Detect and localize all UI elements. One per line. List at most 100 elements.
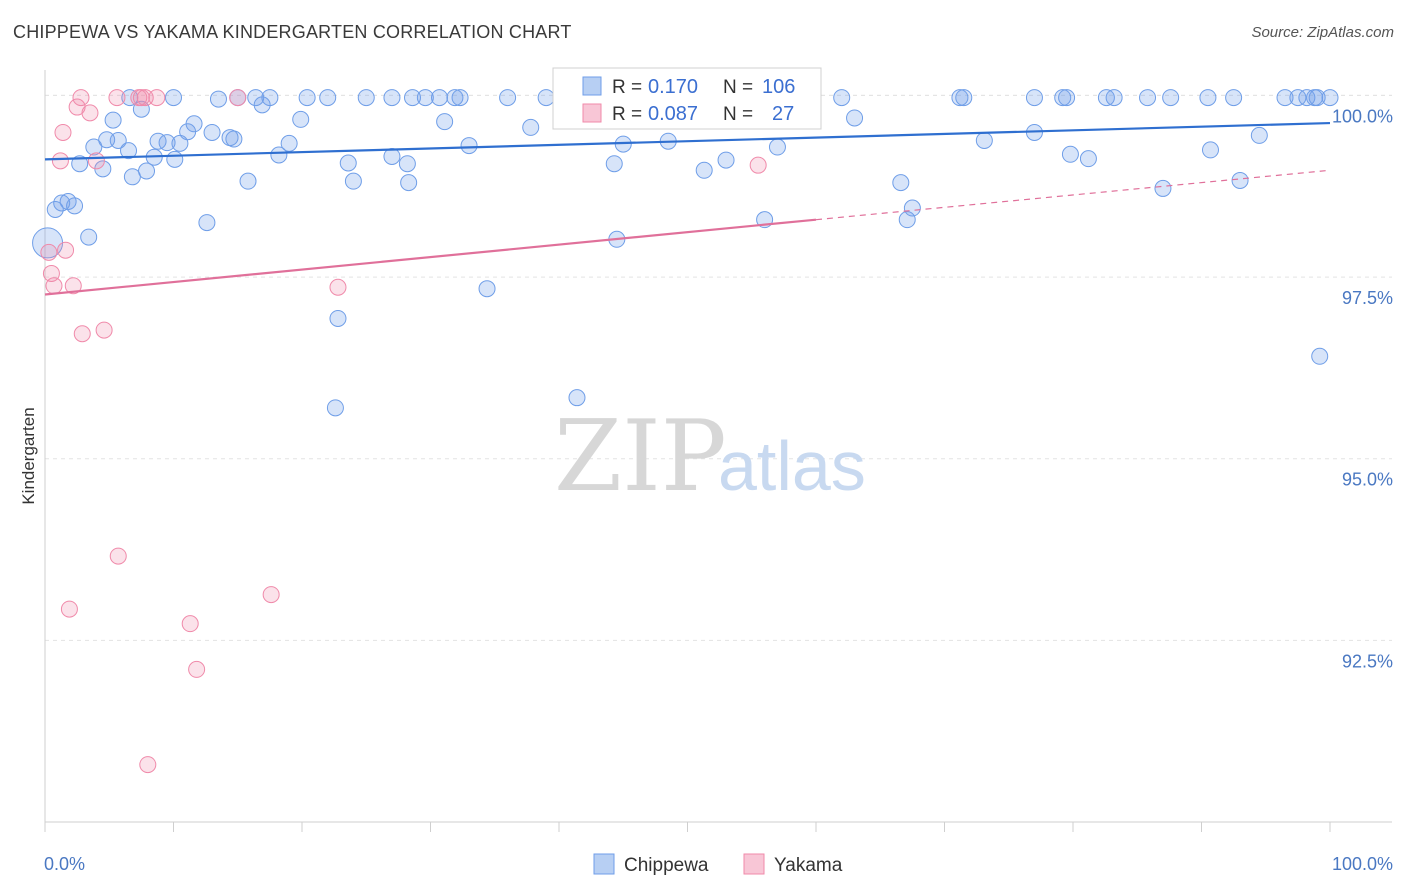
chippewa-point xyxy=(1321,89,1339,107)
chippewa-point xyxy=(357,89,375,107)
chippewa-point xyxy=(1139,89,1157,107)
chippewa-point xyxy=(247,89,265,107)
chippewa-point xyxy=(1276,89,1294,107)
chart-title: CHIPPEWA VS YAKAMA KINDERGARTEN CORRELAT… xyxy=(13,22,572,42)
chippewa-point xyxy=(383,89,401,107)
chippewa-point xyxy=(436,113,454,131)
y-tick-label: 100.0% xyxy=(1332,106,1393,126)
chippewa-point xyxy=(46,201,64,219)
chippewa-point xyxy=(203,123,221,141)
chippewa-point xyxy=(1061,145,1079,163)
yakama-trend-line-extended xyxy=(815,169,1331,221)
y-axis-title: Kindergarten xyxy=(19,407,38,504)
chippewa-point xyxy=(109,131,127,149)
chippewa-point xyxy=(1162,89,1180,107)
chippewa-point xyxy=(416,89,434,107)
chippewa-point xyxy=(404,89,422,107)
chippewa-point xyxy=(695,161,713,179)
legend-swatch-yakama xyxy=(582,103,602,123)
chippewa-point xyxy=(1058,89,1076,107)
chippewa-point xyxy=(104,111,122,129)
legend-n-value-yakama: 27 xyxy=(772,103,794,125)
chippewa-point xyxy=(951,89,969,107)
chippewa-point xyxy=(344,172,362,190)
chippewa-point xyxy=(261,89,279,107)
chippewa-point xyxy=(1289,89,1307,107)
yakama-point xyxy=(64,277,82,295)
chippewa-point xyxy=(165,89,182,107)
yakama-point xyxy=(108,89,126,107)
chippewa-point xyxy=(225,130,243,148)
chippewa-point xyxy=(185,115,203,133)
yakama-point xyxy=(72,89,90,107)
chippewa-point xyxy=(768,138,786,156)
bottom-legend-label-yakama: Yakama xyxy=(774,855,843,876)
chippewa-point xyxy=(430,89,448,107)
chippewa-point xyxy=(292,110,310,128)
chippewa-point xyxy=(319,89,337,107)
watermark-zip: ZIP xyxy=(554,400,727,514)
y-tick-labels: 92.5% 95.0% 97.5% 100.0% xyxy=(1332,106,1393,671)
legend-r-value-chippewa: 0.170 xyxy=(648,76,698,98)
chippewa-trend-line xyxy=(44,121,1331,161)
legend-swatch-chippewa xyxy=(582,76,602,96)
yakama-point xyxy=(132,89,150,107)
chippewa-point xyxy=(955,89,973,107)
yakama-point xyxy=(87,152,105,170)
chippewa-point xyxy=(1154,179,1172,197)
yakama-point xyxy=(109,547,127,565)
yakama-point xyxy=(148,89,166,107)
chippewa-point xyxy=(53,194,71,212)
yakama-point xyxy=(262,586,280,604)
chippewa-point xyxy=(398,155,416,173)
yakama-point xyxy=(749,156,767,174)
x-tick-label: 100.0% xyxy=(1332,854,1393,874)
chippewa-point xyxy=(239,172,257,190)
chippewa-point xyxy=(166,150,184,168)
chippewa-point xyxy=(605,155,623,173)
chippewa-point xyxy=(499,89,517,107)
chippewa-point xyxy=(138,162,156,180)
yakama-point xyxy=(60,600,78,618)
yakama-point xyxy=(329,278,347,296)
chippewa-point xyxy=(522,118,540,136)
chippewa-point xyxy=(1054,89,1072,107)
chippewa-point xyxy=(80,228,98,246)
chippewa-point xyxy=(451,89,469,107)
legend-n-label-chippewa: N = xyxy=(723,77,753,98)
chippewa-point xyxy=(1105,89,1123,107)
legend-n-label-yakama: N = xyxy=(723,104,753,125)
chippewa-point xyxy=(85,138,103,156)
watermark-atlas: atlas xyxy=(718,427,866,505)
legend-r-value-yakama: 0.087 xyxy=(648,103,698,125)
chippewa-point xyxy=(1079,150,1097,168)
chippewa-point xyxy=(383,147,401,165)
chippewa-point xyxy=(280,134,298,152)
y-tick-label: 92.5% xyxy=(1342,651,1393,671)
yakama-point xyxy=(136,89,154,107)
x-tick-labels: 0.0% 100.0% xyxy=(44,854,1393,874)
chippewa-point xyxy=(326,399,344,417)
chippewa-point xyxy=(123,168,141,186)
chippewa-point xyxy=(1025,89,1043,107)
chippewa-point xyxy=(1201,141,1219,159)
axes xyxy=(44,70,1392,832)
chippewa-point xyxy=(329,309,347,327)
watermark: ZIP atlas xyxy=(554,400,866,514)
yakama-point xyxy=(45,277,63,295)
yakama-point xyxy=(188,660,206,678)
chippewa-point xyxy=(833,89,851,107)
chippewa-point xyxy=(537,89,555,107)
yakama-point xyxy=(40,243,58,261)
chippewa-point xyxy=(846,109,864,127)
series-chippewa-points xyxy=(32,89,1339,417)
series-yakama-points xyxy=(40,89,767,774)
chippewa-point xyxy=(1306,89,1324,107)
trend-lines xyxy=(44,121,1331,296)
chippewa-point xyxy=(1231,171,1249,189)
chippewa-point xyxy=(71,155,89,173)
legend-r-label-chippewa: R = xyxy=(612,77,642,98)
correlation-legend: R = 0.170 N = 106 R = 0.087 N = 27 xyxy=(552,67,822,130)
